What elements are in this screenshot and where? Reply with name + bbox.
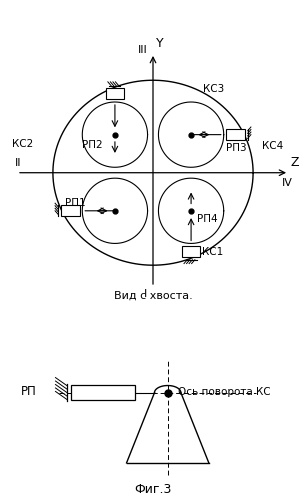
Text: КС4: КС4 — [262, 141, 283, 151]
Text: III: III — [138, 45, 147, 55]
Text: РП1: РП1 — [65, 198, 86, 207]
Text: Вид с хвоста.: Вид с хвоста. — [114, 290, 192, 300]
Text: РП: РП — [21, 385, 36, 398]
Text: КС3: КС3 — [203, 84, 224, 94]
Bar — [182, 246, 200, 257]
Text: I: I — [144, 289, 147, 299]
Text: II: II — [15, 158, 21, 168]
Text: РП2: РП2 — [82, 140, 103, 150]
Bar — [226, 129, 245, 140]
Text: Ось поворота КС: Ось поворота КС — [178, 386, 271, 396]
Bar — [71, 385, 135, 400]
Text: РП3: РП3 — [226, 144, 247, 154]
Text: IV: IV — [282, 178, 292, 188]
Text: РП4: РП4 — [196, 214, 217, 224]
Text: КС1: КС1 — [202, 246, 223, 256]
Text: Фиг.3: Фиг.3 — [134, 483, 172, 496]
Text: Y: Y — [156, 37, 164, 50]
Bar — [106, 88, 124, 100]
Bar — [61, 206, 80, 216]
Text: Z: Z — [290, 156, 299, 170]
Text: КС2: КС2 — [12, 139, 33, 149]
